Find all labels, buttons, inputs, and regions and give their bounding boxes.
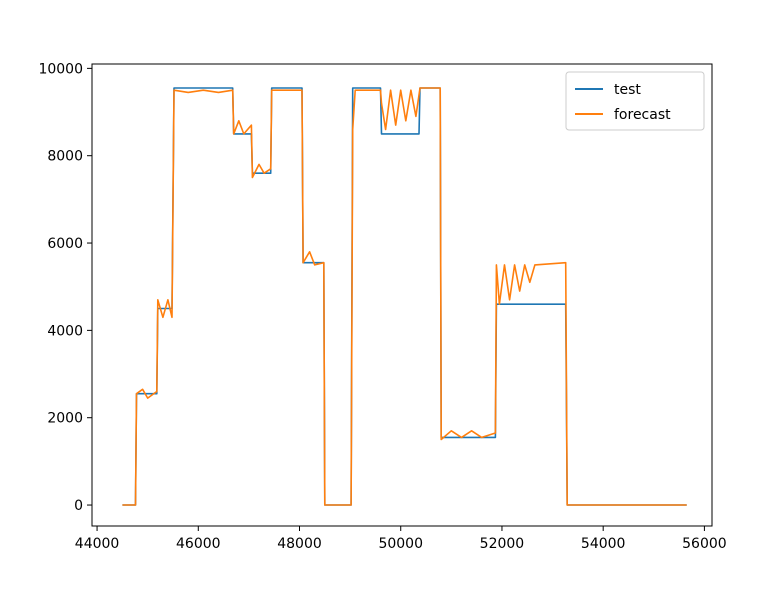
- legend-label-test: test: [614, 82, 641, 98]
- legend-label-forecast: forecast: [614, 107, 671, 123]
- x-tick-label: 52000: [480, 536, 525, 552]
- y-tick-label: 2000: [47, 411, 83, 427]
- x-tick-label: 48000: [277, 536, 322, 552]
- y-tick-label: 10000: [38, 61, 83, 77]
- y-tick-label: 6000: [47, 236, 83, 252]
- legend: test forecast: [565, 71, 705, 131]
- series-line-test: [122, 87, 687, 506]
- y-tick-label: 0: [74, 498, 83, 514]
- x-tick-label: 46000: [176, 536, 221, 552]
- x-tick-label: 50000: [378, 536, 423, 552]
- series-lines: [122, 87, 687, 506]
- series-line-forecast: [122, 87, 687, 506]
- x-tick-label: 56000: [682, 536, 727, 552]
- y-tick-label: 8000: [47, 149, 83, 165]
- x-tick-label: 54000: [581, 536, 626, 552]
- y-tick-label: 4000: [47, 323, 83, 339]
- legend-box: [565, 71, 705, 131]
- axis-ticks: 44000 46000 48000 50000 52000 54000 56000 0 2000…: [38, 61, 726, 552]
- plot-area-frame: [91, 63, 713, 527]
- x-tick-label: 44000: [75, 536, 120, 552]
